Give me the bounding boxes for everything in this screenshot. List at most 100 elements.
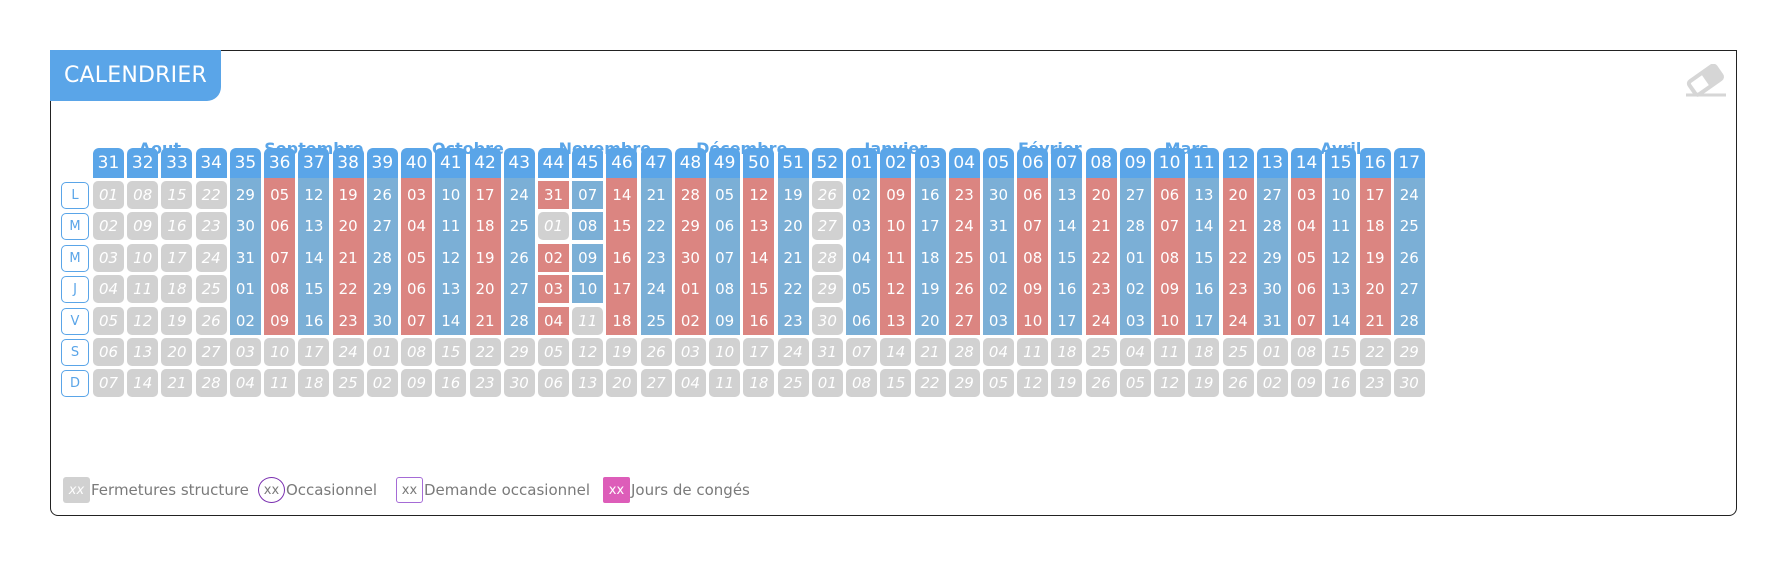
day-cell[interactable]: 14 <box>127 369 159 398</box>
day-cell[interactable]: 15 <box>1325 338 1357 366</box>
day-cell[interactable]: 09 <box>1154 275 1186 304</box>
day-cell[interactable]: 28 <box>674 181 706 209</box>
day-cell[interactable]: 20 <box>469 275 501 304</box>
day-cell[interactable]: 12 <box>1154 369 1186 398</box>
day-cell[interactable]: 08 <box>264 275 296 304</box>
day-cell[interactable]: 07 <box>401 306 433 335</box>
day-cell[interactable]: 22 <box>332 275 364 304</box>
day-cell[interactable]: 18 <box>161 275 193 304</box>
day-cell[interactable]: 13 <box>1325 275 1357 304</box>
day-cell[interactable]: 29 <box>503 338 535 366</box>
day-cell[interactable]: 05 <box>401 243 433 272</box>
day-cell[interactable]: 02 <box>229 306 261 335</box>
day-cell[interactable]: 15 <box>743 275 775 304</box>
day-cell[interactable]: 23 <box>195 212 227 241</box>
day-cell[interactable]: 01 <box>982 243 1014 272</box>
day-cell[interactable]: 09 <box>880 181 912 209</box>
day-cell[interactable]: 01 <box>229 275 261 304</box>
day-cell[interactable]: 06 <box>1291 275 1323 304</box>
day-cell[interactable]: 22 <box>777 275 809 304</box>
day-cell[interactable]: 04 <box>229 369 261 398</box>
day-cell[interactable]: 26 <box>503 243 535 272</box>
day-cell[interactable]: 18 <box>298 369 330 398</box>
day-cell[interactable]: 02 <box>1119 275 1151 304</box>
day-cell[interactable]: 27 <box>503 275 535 304</box>
day-cell[interactable]: 03 <box>229 338 261 366</box>
day-cell[interactable]: 02 <box>537 243 569 272</box>
day-cell[interactable]: 17 <box>606 275 638 304</box>
day-cell[interactable]: 14 <box>880 338 912 366</box>
day-cell[interactable]: 07 <box>1291 306 1323 335</box>
day-cell[interactable]: 15 <box>1051 243 1083 272</box>
day-cell[interactable]: 19 <box>777 181 809 209</box>
day-cell[interactable]: 16 <box>1325 369 1357 398</box>
day-cell[interactable]: 20 <box>1085 181 1117 209</box>
day-cell[interactable]: 10 <box>264 338 296 366</box>
day-cell[interactable]: 16 <box>1188 275 1220 304</box>
day-cell[interactable]: 29 <box>366 275 398 304</box>
day-cell[interactable]: 21 <box>161 369 193 398</box>
day-cell[interactable]: 04 <box>1119 338 1151 366</box>
day-cell[interactable]: 22 <box>914 369 946 398</box>
day-cell[interactable]: 27 <box>811 212 843 241</box>
day-cell[interactable]: 06 <box>709 212 741 241</box>
day-cell[interactable]: 25 <box>777 369 809 398</box>
day-cell[interactable]: 28 <box>366 243 398 272</box>
day-cell[interactable]: 26 <box>1393 243 1425 272</box>
day-cell[interactable]: 02 <box>674 306 706 335</box>
day-cell[interactable]: 11 <box>880 243 912 272</box>
day-cell[interactable]: 09 <box>709 306 741 335</box>
day-cell[interactable]: 01 <box>1256 338 1288 366</box>
day-cell[interactable]: 04 <box>1291 212 1323 241</box>
day-cell[interactable]: 17 <box>298 338 330 366</box>
day-cell[interactable]: 20 <box>161 338 193 366</box>
day-cell[interactable]: 28 <box>195 369 227 398</box>
day-cell[interactable]: 15 <box>1188 243 1220 272</box>
day-cell[interactable]: 24 <box>640 275 672 304</box>
day-cell[interactable]: 12 <box>572 338 604 366</box>
day-cell[interactable]: 21 <box>1085 212 1117 241</box>
day-cell[interactable]: 19 <box>1359 243 1391 272</box>
day-cell[interactable]: 28 <box>503 306 535 335</box>
day-cell[interactable]: 07 <box>709 243 741 272</box>
day-cell[interactable]: 15 <box>880 369 912 398</box>
day-cell[interactable]: 28 <box>1393 306 1425 335</box>
day-cell[interactable]: 16 <box>914 181 946 209</box>
day-cell[interactable]: 21 <box>640 181 672 209</box>
day-cell[interactable]: 20 <box>914 306 946 335</box>
day-cell[interactable]: 06 <box>1154 181 1186 209</box>
day-cell[interactable]: 01 <box>93 181 124 209</box>
day-cell[interactable]: 04 <box>401 212 433 241</box>
day-cell[interactable]: 09 <box>1017 275 1049 304</box>
day-cell[interactable]: 31 <box>982 212 1014 241</box>
day-cell[interactable]: 09 <box>1291 369 1323 398</box>
day-cell[interactable]: 16 <box>435 369 467 398</box>
day-cell[interactable]: 26 <box>366 181 398 209</box>
day-cell[interactable]: 14 <box>1051 212 1083 241</box>
day-cell[interactable]: 28 <box>811 243 843 272</box>
day-cell[interactable]: 02 <box>93 212 124 241</box>
day-cell[interactable]: 30 <box>674 243 706 272</box>
day-cell[interactable]: 21 <box>777 243 809 272</box>
day-cell[interactable]: 24 <box>332 338 364 366</box>
day-cell[interactable]: 08 <box>709 275 741 304</box>
day-cell[interactable]: 25 <box>503 212 535 241</box>
day-cell[interactable]: 01 <box>811 369 843 398</box>
day-cell[interactable]: 07 <box>1154 212 1186 241</box>
day-cell[interactable]: 10 <box>1325 181 1357 209</box>
day-cell[interactable]: 05 <box>846 275 878 304</box>
day-cell[interactable]: 29 <box>1393 338 1425 366</box>
day-cell[interactable]: 22 <box>1222 243 1254 272</box>
day-cell[interactable]: 24 <box>195 243 227 272</box>
day-cell[interactable]: 17 <box>1051 306 1083 335</box>
day-cell[interactable]: 31 <box>537 181 569 209</box>
day-cell[interactable]: 18 <box>1051 338 1083 366</box>
day-cell[interactable]: 06 <box>537 369 569 398</box>
day-cell[interactable]: 25 <box>332 369 364 398</box>
day-cell[interactable]: 31 <box>229 243 261 272</box>
day-cell[interactable]: 13 <box>127 338 159 366</box>
day-cell[interactable]: 09 <box>264 306 296 335</box>
day-cell[interactable]: 03 <box>1291 181 1323 209</box>
day-cell[interactable]: 01 <box>537 212 569 241</box>
day-cell[interactable]: 03 <box>401 181 433 209</box>
